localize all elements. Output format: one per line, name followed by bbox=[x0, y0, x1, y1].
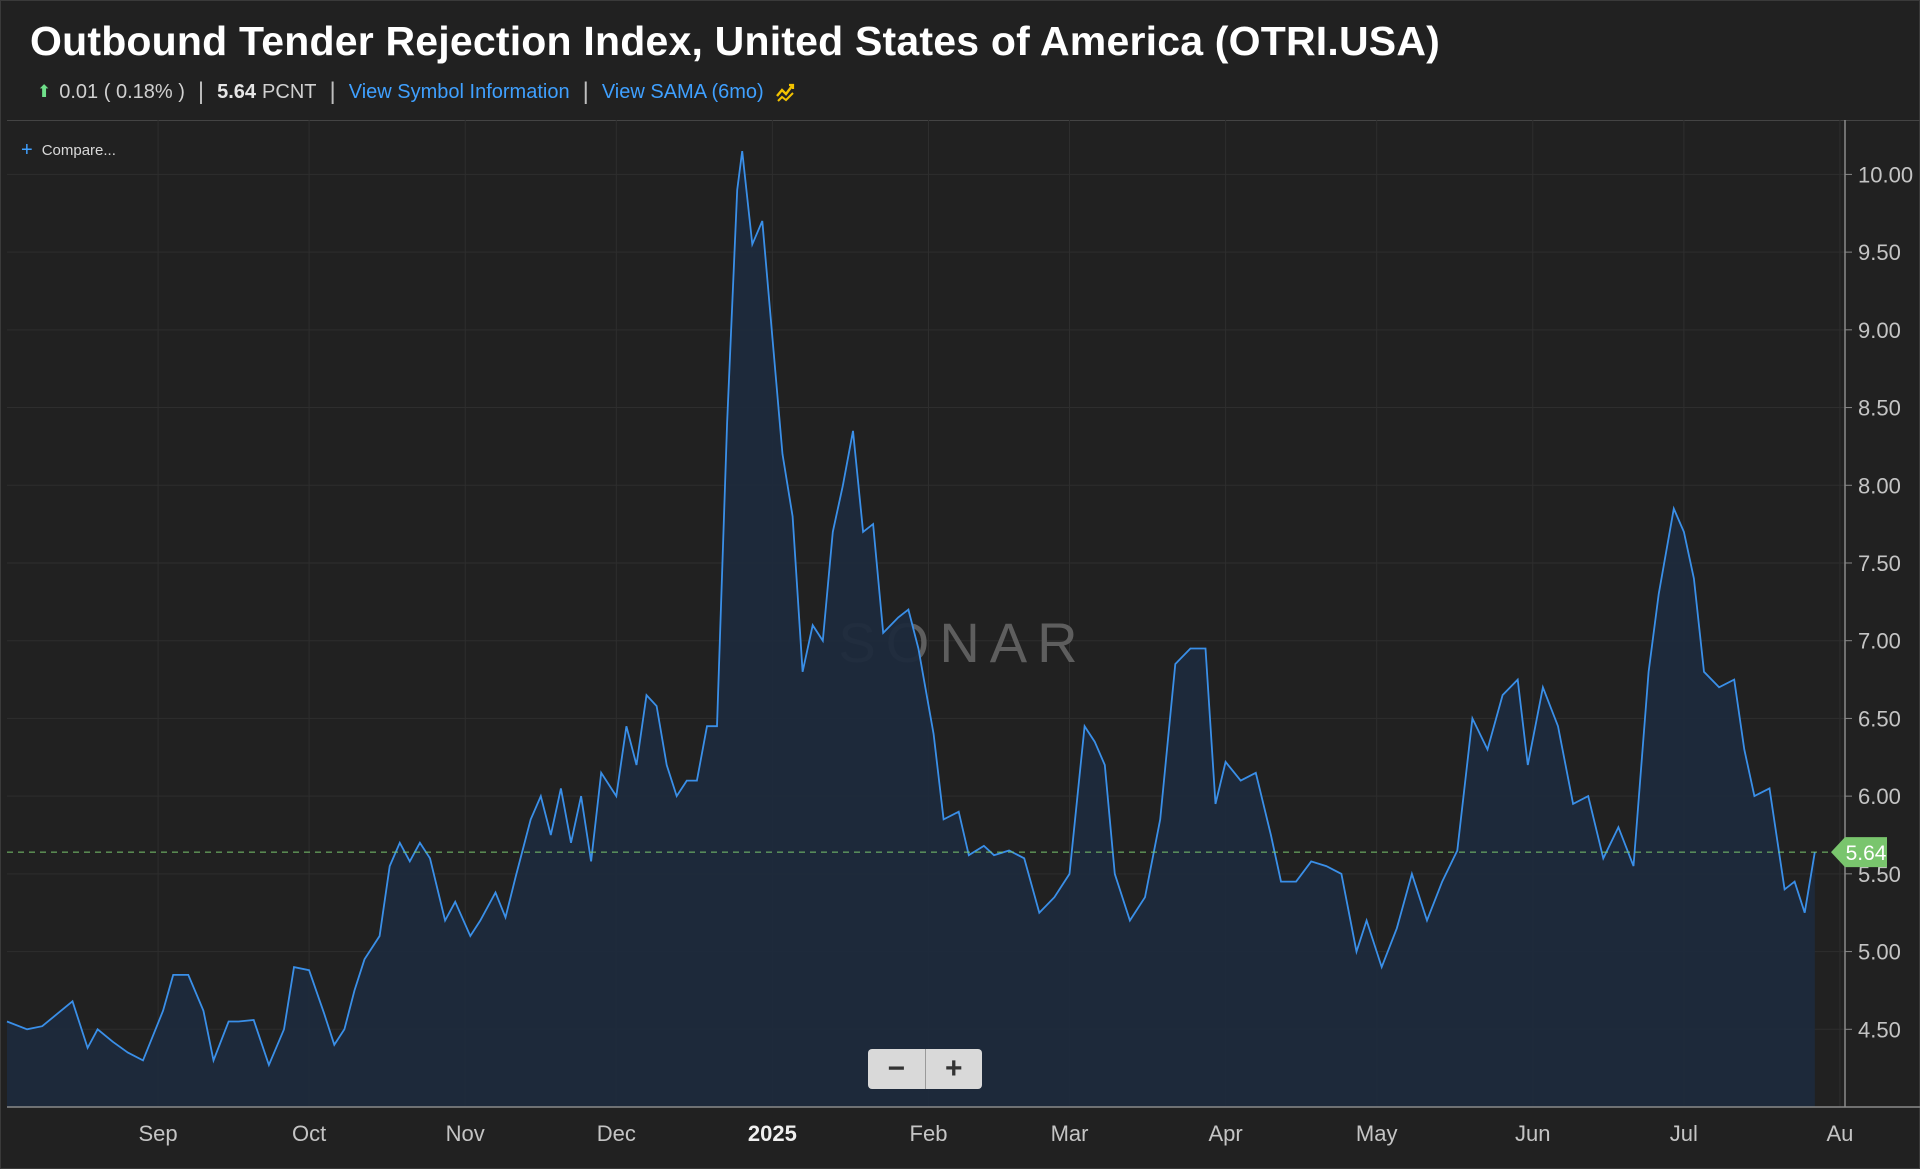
series-area bbox=[7, 151, 1815, 1108]
axis-layer: 10.009.509.008.508.007.507.006.506.005.5… bbox=[7, 120, 1920, 1146]
y-tick-label: 5.00 bbox=[1858, 940, 1901, 965]
x-tick-label: Jun bbox=[1515, 1121, 1550, 1146]
y-tick-label: 10.00 bbox=[1858, 162, 1913, 187]
y-tick-label: 7.00 bbox=[1858, 629, 1901, 654]
x-tick-label: Oct bbox=[292, 1121, 326, 1146]
x-tick-label: Jul bbox=[1670, 1121, 1698, 1146]
grid-layer bbox=[7, 120, 1845, 1107]
x-tick-label: Apr bbox=[1208, 1121, 1242, 1146]
x-tick-label: Mar bbox=[1051, 1121, 1089, 1146]
x-tick-label: Feb bbox=[910, 1121, 948, 1146]
y-tick-label: 8.50 bbox=[1858, 396, 1901, 421]
y-tick-label: 9.50 bbox=[1858, 240, 1901, 265]
y-tick-label: 8.00 bbox=[1858, 473, 1901, 498]
sama-chart-icon[interactable] bbox=[774, 80, 798, 104]
x-tick-label: May bbox=[1356, 1121, 1398, 1146]
chart-title: Outbound Tender Rejection Index, United … bbox=[30, 18, 1441, 64]
x-tick-label: Sep bbox=[138, 1121, 177, 1146]
series-layer bbox=[6, 150, 1845, 1108]
series-line bbox=[6, 150, 1816, 1068]
view-symbol-information-link[interactable]: View Symbol Information bbox=[348, 80, 570, 103]
compare-button[interactable]: + Compare... bbox=[21, 140, 116, 160]
last-value-badge bbox=[1831, 837, 1887, 868]
last-value-label: 5.64 bbox=[1846, 842, 1887, 865]
y-tick-label: 4.50 bbox=[1858, 1017, 1901, 1042]
separator: | bbox=[197, 78, 205, 105]
x-tick-label: Dec bbox=[597, 1121, 636, 1146]
change-value: 0.01 ( 0.18% ) bbox=[59, 80, 185, 103]
zoom-divider bbox=[924, 1049, 926, 1089]
unit-label: PCNT bbox=[262, 80, 317, 103]
plus-icon: + bbox=[21, 139, 33, 161]
zoom-out-button[interactable]: − bbox=[887, 1052, 906, 1085]
header-divider bbox=[7, 120, 1920, 121]
y-tick-label: 9.00 bbox=[1858, 318, 1901, 343]
separator: | bbox=[329, 78, 336, 105]
y-tick-label: 6.50 bbox=[1858, 706, 1901, 731]
quote-row: ⬆ 0.01 ( 0.18% ) | 5.64 PCNT | View Symb… bbox=[37, 78, 798, 105]
view-sama-link[interactable]: View SAMA (6mo) bbox=[601, 80, 764, 103]
y-tick-label: 7.50 bbox=[1858, 551, 1901, 576]
compare-label: Compare... bbox=[41, 141, 116, 159]
chart-header: Outbound Tender Rejection Index, United … bbox=[1, 1, 1920, 121]
arrow-up-icon: ⬆ bbox=[37, 82, 52, 101]
last-value: 5.64 bbox=[217, 80, 257, 103]
x-tick-label: Au bbox=[1827, 1121, 1854, 1146]
separator: | bbox=[582, 78, 589, 105]
x-tick-label: 2025 bbox=[748, 1121, 797, 1146]
x-tick-label: Nov bbox=[446, 1121, 485, 1146]
zoom-in-button[interactable]: + bbox=[944, 1052, 963, 1085]
y-tick-label: 6.00 bbox=[1858, 784, 1901, 809]
zoom-controls: − + bbox=[868, 1049, 982, 1089]
